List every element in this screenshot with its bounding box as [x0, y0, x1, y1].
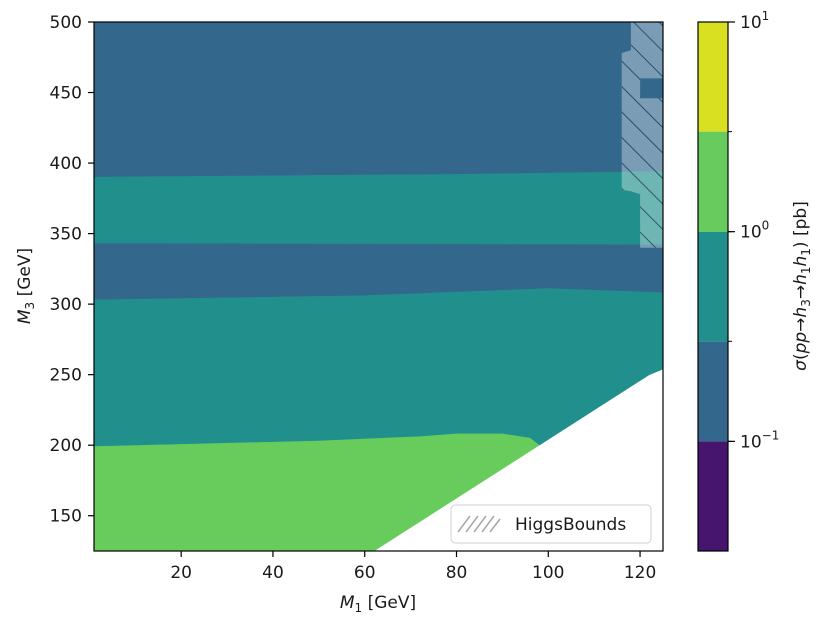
x-tick-label: 80: [446, 563, 468, 583]
colorbar-label: σ(pp→h3→h1h1) [pb]: [791, 201, 813, 371]
y-tick-label: 500: [50, 13, 82, 33]
y-axis-label: M3 [GeV]: [15, 248, 37, 324]
contour-region-3: [94, 288, 663, 447]
x-tick-label: 60: [354, 563, 376, 583]
contour-regions: [94, 22, 663, 551]
colorbar-band-2: [698, 231, 728, 342]
y-tick-label: 250: [50, 366, 82, 386]
x-tick-label: 20: [170, 563, 192, 583]
colorbar-ticks: 10−1 100 101: [728, 9, 779, 452]
legend-hatch-lines: [457, 515, 501, 533]
colorbar-tick-label: 10−1: [740, 428, 779, 452]
contour-region-0: [94, 22, 663, 178]
colorbar-band-4: [698, 22, 728, 132]
y-tick-label: 300: [50, 295, 82, 315]
legend: HiggsBounds: [450, 504, 652, 544]
y-tick-label: 150: [50, 507, 82, 527]
y-axis-ticks: 150 200 250 300 350 400 450 500: [50, 13, 94, 527]
colorbar-frame: [697, 21, 729, 552]
legend-box: [450, 504, 652, 544]
legend-label: HiggsBounds: [515, 515, 626, 535]
x-tick-label: 40: [262, 563, 284, 583]
colorbar-band-3: [698, 131, 728, 232]
y-tick-label: 450: [50, 84, 82, 104]
y-tick-label: 200: [50, 436, 82, 456]
x-axis-label: M1 [GeV]: [340, 593, 416, 615]
colorbar-tick-label: 101: [740, 9, 769, 33]
plot-frame: [93, 21, 664, 552]
colorbar: [698, 22, 728, 551]
higgsbounds-excluded-region: [621, 22, 663, 248]
excluded-region-notch: [640, 78, 663, 99]
colorbar-band-1: [698, 341, 728, 442]
contour-region-4: [94, 433, 540, 551]
contour-region-1: [94, 171, 663, 246]
y-tick-label: 400: [50, 154, 82, 174]
x-axis-ticks: 20 40 60 80 100 120: [170, 551, 656, 583]
colorbar-band-0: [698, 441, 728, 551]
x-tick-label: 100: [532, 563, 564, 583]
x-tick-label: 120: [624, 563, 656, 583]
colorbar-tick-label: 100: [740, 219, 769, 243]
y-tick-label: 350: [50, 225, 82, 245]
